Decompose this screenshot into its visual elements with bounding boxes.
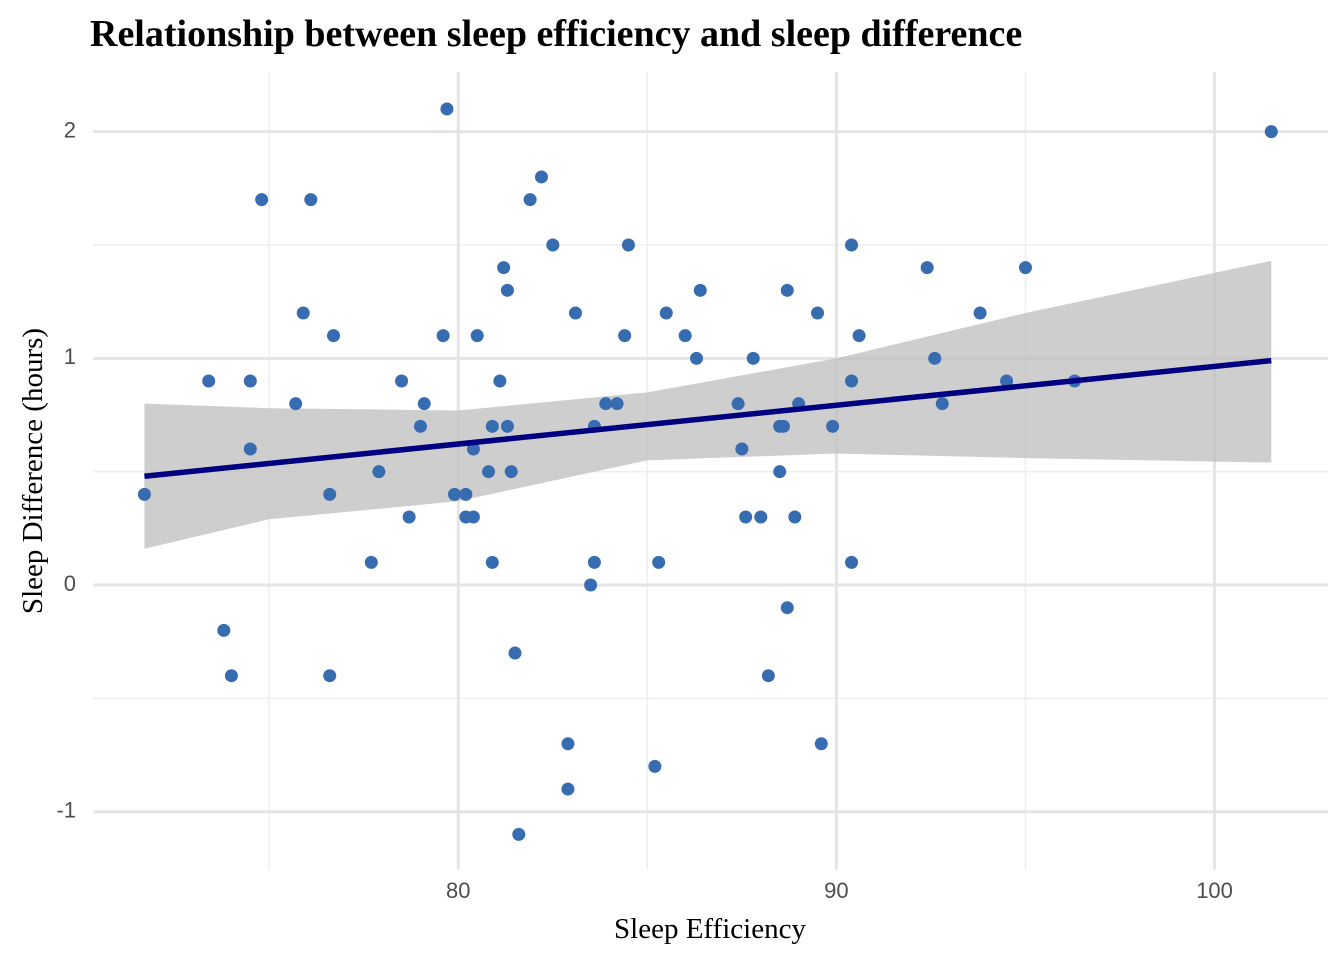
point (648, 759, 662, 773)
point (814, 737, 828, 751)
point (137, 487, 151, 501)
point (485, 555, 499, 569)
point (500, 419, 514, 433)
y-tick-label: 1 (64, 344, 76, 369)
point (217, 623, 231, 637)
x-tick-label: 80 (446, 878, 470, 903)
point (243, 442, 257, 456)
point (761, 669, 775, 683)
point (561, 782, 575, 796)
point (610, 397, 624, 411)
point (493, 374, 507, 388)
point (534, 170, 548, 184)
point (928, 351, 942, 365)
x-axis-label: Sleep Efficiency (614, 913, 806, 945)
point (402, 510, 416, 524)
point (773, 465, 787, 479)
point (652, 555, 666, 569)
point (296, 306, 310, 320)
point (500, 283, 514, 297)
point (845, 374, 859, 388)
point (920, 261, 934, 275)
point (497, 261, 511, 275)
point (678, 329, 692, 343)
point (693, 283, 707, 297)
point (323, 487, 337, 501)
point (466, 510, 480, 524)
confidence-band (144, 260, 1272, 549)
grid (93, 72, 1328, 870)
point (731, 397, 745, 411)
point (372, 465, 386, 479)
point (690, 351, 704, 365)
point (413, 419, 427, 433)
point (202, 374, 216, 388)
point (780, 283, 794, 297)
point (466, 442, 480, 456)
point (448, 487, 462, 501)
y-axis-label: Sleep Difference (hours) (17, 328, 49, 614)
point (326, 329, 340, 343)
y-tick-label: 0 (64, 571, 76, 596)
point (1018, 261, 1032, 275)
point (780, 601, 794, 615)
point (788, 510, 802, 524)
point (323, 669, 337, 683)
point (417, 397, 431, 411)
point (436, 329, 450, 343)
fit-line (144, 357, 1272, 479)
point (776, 419, 790, 433)
point (659, 306, 673, 320)
point (739, 510, 753, 524)
point (852, 329, 866, 343)
point (485, 419, 499, 433)
point (746, 351, 760, 365)
point (289, 397, 303, 411)
point (845, 555, 859, 569)
point (523, 193, 537, 207)
point (482, 465, 496, 479)
point (470, 329, 484, 343)
point (255, 193, 269, 207)
y-tick-label: 2 (64, 117, 76, 142)
point (599, 397, 613, 411)
point (561, 737, 575, 751)
point (845, 238, 859, 252)
point (584, 578, 598, 592)
point (621, 238, 635, 252)
point (618, 329, 632, 343)
point (364, 555, 378, 569)
point (395, 374, 409, 388)
point (587, 555, 601, 569)
point (459, 487, 473, 501)
point (935, 397, 949, 411)
point (504, 465, 518, 479)
point (1264, 125, 1278, 139)
point (224, 669, 238, 683)
point (754, 510, 768, 524)
point (440, 102, 454, 116)
chart-title: Relationship between sleep efficiency an… (90, 13, 1022, 55)
y-tick-label: -1 (56, 798, 76, 823)
point (508, 646, 522, 660)
point (826, 419, 840, 433)
point (512, 827, 526, 841)
point (546, 238, 560, 252)
point (1000, 374, 1014, 388)
point (243, 374, 257, 388)
point (973, 306, 987, 320)
point (735, 442, 749, 456)
point (304, 193, 318, 207)
x-tick-label: 90 (824, 878, 848, 903)
point (811, 306, 825, 320)
point (569, 306, 583, 320)
x-tick-label: 100 (1196, 878, 1233, 903)
